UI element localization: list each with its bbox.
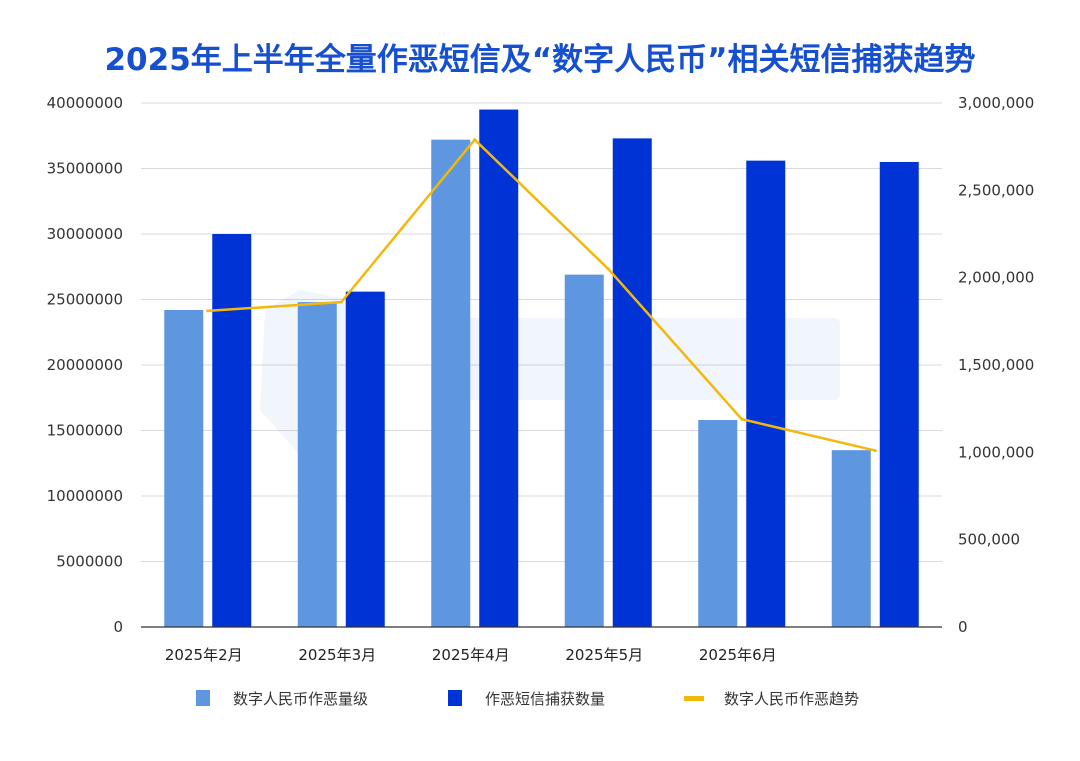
left-tick-label: 25000000: [47, 291, 123, 309]
left-tick-label: 35000000: [47, 160, 123, 178]
trend-point: [873, 449, 877, 453]
left-tick-label: 40000000: [47, 94, 123, 112]
series-trend-line: [206, 138, 877, 453]
right-tick-label: 2,000,000: [958, 269, 1034, 287]
left-tick-label: 15000000: [47, 422, 123, 440]
category-label: 2025年5月: [565, 646, 643, 664]
bar-digital-rmb: [698, 420, 738, 627]
bar-digital-rmb: [431, 139, 471, 627]
right-tick-label: 0: [958, 618, 968, 636]
category-label: 2025年6月: [699, 646, 777, 664]
left-tick-label: 30000000: [47, 225, 123, 243]
left-tick-label: 20000000: [47, 356, 123, 374]
trend-point: [206, 309, 210, 313]
category-label: 2025年2月: [165, 646, 243, 664]
bar-sms-capture: [612, 138, 652, 627]
bar-sms-capture: [345, 291, 385, 627]
series-digital-rmb-bars: [164, 139, 871, 627]
bar-digital-rmb: [564, 274, 604, 627]
bar-digital-rmb: [164, 309, 204, 627]
bar-sms-capture: [212, 234, 252, 627]
right-tick-label: 500,000: [958, 531, 1020, 549]
left-tick-label: 5000000: [56, 553, 123, 571]
right-tick-label: 1,000,000: [958, 443, 1034, 461]
trend-point: [473, 138, 477, 142]
legend-swatch-bar: [448, 690, 462, 706]
legend-label: 数字人民币作恶趋势: [724, 690, 859, 708]
right-tick-label: 2,500,000: [958, 181, 1034, 199]
bar-digital-rmb: [831, 450, 871, 627]
left-axis-ticks: 0 5000000 10000000 15000000 20000000 25000000…: [47, 94, 123, 636]
trend-point: [339, 300, 343, 304]
bar-digital-rmb: [297, 302, 337, 627]
category-labels: 2025年2月 2025年3月 2025年4月 2025年5月 2025年6月: [165, 646, 777, 664]
bar-sms-capture: [746, 160, 786, 627]
legend: 数字人民币作恶量级 作恶短信捕获数量 数字人民币作恶趋势: [196, 690, 859, 708]
trend-line: [207, 138, 876, 452]
bar-sms-capture: [879, 161, 919, 627]
right-tick-label: 3,000,000: [958, 94, 1034, 112]
legend-swatch-line: [684, 696, 704, 701]
legend-label: 作恶短信捕获数量: [485, 690, 605, 708]
right-tick-label: 1,500,000: [958, 356, 1034, 374]
bar-sms-capture: [479, 109, 519, 628]
legend-label: 数字人民币作恶量级: [233, 690, 368, 708]
category-label: 2025年3月: [298, 646, 376, 664]
trend-point: [606, 267, 610, 271]
legend-swatch-bar: [196, 690, 210, 706]
right-axis-ticks: 0 500,000 1,000,000 1,500,000 2,000,000 2,500…: [958, 94, 1034, 636]
series-sms-capture-bars: [212, 109, 919, 628]
left-tick-label: 10000000: [47, 487, 123, 505]
chart-title: 2025年上半年全量作恶短信及“数字人民币”相关短信捕获趋势: [104, 42, 976, 78]
category-label: 2025年4月: [432, 646, 510, 664]
left-tick-label: 0: [113, 618, 123, 636]
trend-point: [740, 417, 744, 421]
